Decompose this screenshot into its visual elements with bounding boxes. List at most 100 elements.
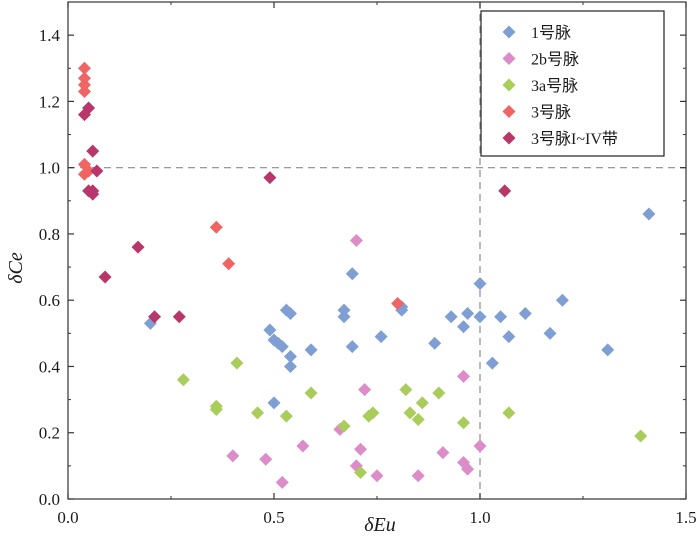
- series-5: [77, 101, 512, 324]
- x-axis-label: δEu: [364, 514, 396, 536]
- data-point: [131, 240, 145, 254]
- data-point: [279, 409, 293, 423]
- data-point: [543, 326, 557, 340]
- data-point: [263, 323, 277, 337]
- data-point: [473, 310, 487, 324]
- data-point: [283, 350, 297, 364]
- y-tick-label: 0.0: [39, 490, 60, 509]
- y-tick-label: 1.4: [39, 26, 61, 45]
- data-point: [98, 270, 112, 284]
- data-point: [502, 330, 516, 344]
- data-point: [411, 469, 425, 483]
- y-tick-label: 0.8: [39, 225, 60, 244]
- data-point: [283, 306, 297, 320]
- legend-label: 3号脉: [531, 104, 571, 122]
- data-point: [518, 306, 532, 320]
- data-point: [485, 356, 499, 370]
- data-point: [209, 403, 223, 417]
- data-point: [230, 356, 244, 370]
- series-1: [143, 207, 656, 410]
- data-point: [403, 406, 417, 420]
- legend: 1号脉 2b号脉 3a号脉 3号脉 3号脉I~IV带: [480, 10, 665, 157]
- data-point: [296, 439, 310, 453]
- data-point: [259, 452, 273, 466]
- data-point: [337, 419, 351, 433]
- data-point: [275, 475, 289, 489]
- data-point: [432, 386, 446, 400]
- data-point: [457, 369, 471, 383]
- data-point: [494, 310, 508, 324]
- data-point: [267, 396, 281, 410]
- data-point: [391, 297, 405, 311]
- data-point: [337, 303, 351, 317]
- data-point: [370, 469, 384, 483]
- data-point: [283, 359, 297, 373]
- data-point: [251, 406, 265, 420]
- y-tick-label: 1.2: [39, 92, 60, 111]
- data-point: [86, 184, 100, 198]
- data-point: [90, 164, 104, 178]
- data-point: [428, 336, 442, 350]
- data-point: [176, 373, 190, 387]
- data-point: [222, 257, 236, 271]
- data-point: [461, 462, 475, 476]
- data-point: [502, 406, 516, 420]
- data-point: [457, 320, 471, 334]
- legend-marker: [502, 105, 516, 118]
- y-axis-label: δCe: [5, 252, 27, 284]
- data-point: [555, 293, 569, 307]
- data-point: [473, 277, 487, 291]
- data-point: [444, 310, 458, 324]
- data-point: [473, 439, 487, 453]
- data-point: [82, 164, 96, 178]
- axis-ticks: 0.0 0.5 1.0 1.5 0.0 0.2 0.4 0.6 0.8 1.0 1.2 1.4: [39, 2, 697, 527]
- y-tick-label: 1.0: [39, 159, 60, 178]
- legend-label: 1号脉: [531, 24, 571, 42]
- data-point: [275, 340, 289, 354]
- data-point: [226, 449, 240, 463]
- series-3: [176, 356, 648, 479]
- x-tick-label: 0.0: [57, 508, 78, 527]
- data-point: [354, 465, 368, 479]
- data-point: [345, 340, 359, 354]
- data-point: [77, 61, 91, 75]
- data-point: [345, 267, 359, 281]
- reference-lines: [68, 2, 686, 499]
- data-point: [461, 306, 475, 320]
- legend-label: 3a号脉: [531, 77, 578, 95]
- data-point: [374, 330, 388, 344]
- data-point: [148, 310, 162, 324]
- data-point: [354, 442, 368, 456]
- legend-label: 3号脉I~IV带: [531, 130, 618, 148]
- data-point: [172, 310, 186, 324]
- data-point: [209, 220, 223, 234]
- legend-marker: [502, 52, 516, 65]
- data-point: [399, 383, 413, 397]
- data-point: [358, 383, 372, 397]
- data-point: [77, 84, 91, 98]
- data-points: [77, 61, 656, 489]
- data-point: [77, 78, 91, 92]
- data-point: [498, 184, 512, 198]
- legend-marker: [502, 131, 516, 145]
- series-2: [226, 234, 487, 489]
- y-tick-label: 0.6: [39, 291, 60, 310]
- data-point: [349, 234, 363, 248]
- data-point: [304, 343, 318, 357]
- data-point: [366, 406, 380, 420]
- y-tick-label: 0.2: [39, 424, 60, 443]
- data-point: [86, 144, 100, 158]
- y-tick-label: 0.4: [39, 357, 61, 376]
- legend-label: 2b号脉: [531, 51, 579, 69]
- series-4: [77, 61, 405, 311]
- data-point: [634, 429, 648, 443]
- data-point: [415, 396, 429, 410]
- x-tick-label: 0.5: [263, 508, 284, 527]
- data-point: [457, 416, 471, 430]
- legend-marker: [502, 25, 516, 39]
- data-point: [263, 171, 277, 185]
- data-point: [642, 207, 656, 221]
- legend-marker: [502, 78, 516, 92]
- data-point: [337, 310, 351, 324]
